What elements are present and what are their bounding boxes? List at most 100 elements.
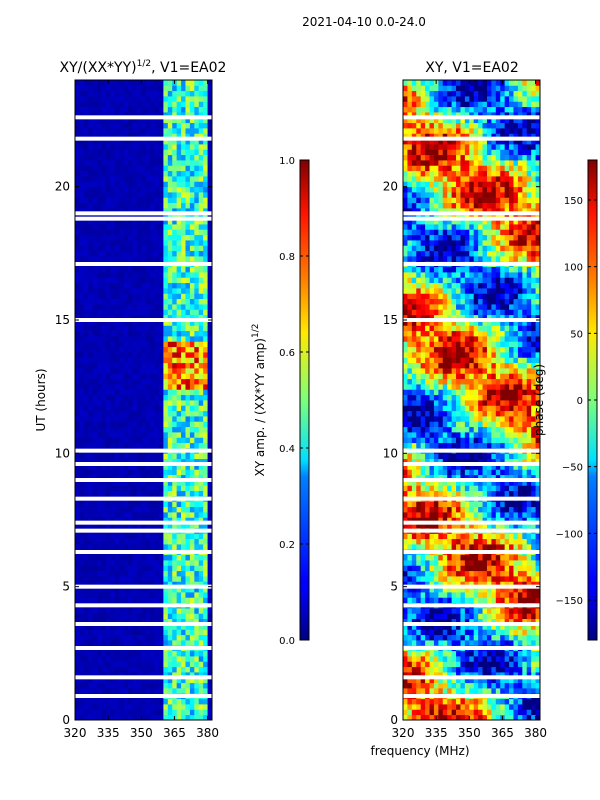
heatmap-cell <box>176 256 182 262</box>
heatmap-cell <box>136 581 142 588</box>
heatmap-cell <box>438 613 444 620</box>
heatmap-cell <box>110 400 116 406</box>
heatmap-cell <box>456 554 461 561</box>
heatmap-cell <box>114 688 120 694</box>
heatmap-cell <box>92 480 98 486</box>
heatmap-cell <box>194 240 200 246</box>
heatmap-cell <box>207 437 213 444</box>
heatmap-cell <box>411 682 417 689</box>
heatmap-cell <box>181 714 186 721</box>
heatmap-cell <box>167 677 173 684</box>
heatmap-cell <box>123 517 129 524</box>
heatmap-cell <box>101 634 107 641</box>
heatmap-cell <box>198 293 204 300</box>
heatmap-cell <box>101 266 107 273</box>
heatmap-cell <box>145 672 151 678</box>
heatmap-cell <box>194 437 200 444</box>
heatmap-cell <box>526 618 532 625</box>
heatmap-cell <box>198 554 204 561</box>
heatmap-cell <box>425 565 430 572</box>
heatmap-cell <box>425 640 430 646</box>
heatmap-cell <box>132 666 138 673</box>
heatmap-cell <box>500 517 506 524</box>
heatmap-cell <box>181 389 186 396</box>
heatmap-cell <box>495 613 501 620</box>
heatmap-cell <box>172 181 178 188</box>
heatmap-cell <box>141 432 147 438</box>
heatmap-cell <box>438 634 444 641</box>
heatmap-cell <box>119 80 125 86</box>
heatmap-cell <box>167 469 173 476</box>
heatmap-cell <box>473 629 479 636</box>
heatmap-cell <box>517 634 523 641</box>
heatmap-cell <box>198 576 204 582</box>
heatmap-cell <box>513 592 519 598</box>
heatmap-cell <box>75 581 80 588</box>
heatmap-cell <box>167 426 173 433</box>
heatmap-cell <box>207 677 213 684</box>
heatmap-cell <box>172 229 178 236</box>
heatmap-cell <box>128 432 133 438</box>
heatmap-cell <box>101 106 107 113</box>
heatmap-cell <box>411 672 417 678</box>
heatmap-cell <box>194 192 200 198</box>
heatmap-cell <box>75 517 80 524</box>
heatmap-cell <box>105 634 111 641</box>
heatmap-cell <box>513 624 519 630</box>
heatmap-cell <box>79 714 85 721</box>
heatmap-cell <box>79 405 85 412</box>
heatmap-cell <box>429 608 435 614</box>
heatmap-cell <box>158 138 164 145</box>
heatmap-cell <box>411 517 417 524</box>
heatmap-cell <box>119 373 125 380</box>
heatmap-cell <box>198 714 204 721</box>
heatmap-cell <box>88 634 94 641</box>
heatmap-cell <box>154 714 160 721</box>
heatmap-cell <box>172 218 178 225</box>
heatmap-cell <box>473 538 479 545</box>
heatmap-cell <box>114 224 120 230</box>
heatmap-cell <box>420 608 426 614</box>
heatmap-cell <box>128 650 133 657</box>
heatmap-cell <box>451 592 457 598</box>
heatmap-cell <box>403 613 408 620</box>
heatmap-cell <box>194 666 200 673</box>
heatmap-cell <box>97 304 102 310</box>
heatmap-cell <box>442 512 448 518</box>
heatmap-cell <box>150 533 155 540</box>
heatmap-cell <box>132 133 138 140</box>
heatmap-cell <box>531 517 536 524</box>
heatmap-cell <box>491 586 497 593</box>
heatmap-cell <box>83 362 89 369</box>
heatmap-cell <box>473 576 479 582</box>
heatmap-cell <box>509 698 514 705</box>
heatmap-cell <box>185 293 191 300</box>
heatmap-cell <box>464 640 470 646</box>
heatmap-cell <box>509 661 514 668</box>
heatmap-cell <box>181 154 186 161</box>
heatmap-cell <box>181 405 186 412</box>
heatmap-cell <box>509 709 514 716</box>
heatmap-cell <box>145 133 151 140</box>
heatmap-cell <box>88 85 94 92</box>
heatmap-cell <box>163 666 169 673</box>
heatmap-cell <box>509 538 514 545</box>
heatmap-cell <box>203 256 208 262</box>
heatmap-cell <box>158 506 164 513</box>
heatmap-cell <box>194 384 200 390</box>
heatmap-cell <box>517 661 523 668</box>
heatmap-cell <box>79 597 85 604</box>
heatmap-cell <box>198 410 204 417</box>
heatmap-cell <box>416 560 422 566</box>
heatmap-cell <box>158 122 164 129</box>
heatmap-cell <box>145 202 151 209</box>
heatmap-cell <box>176 138 182 145</box>
heatmap-cell <box>522 597 528 604</box>
heatmap-cell <box>123 112 129 118</box>
heatmap-cell <box>403 597 408 604</box>
heatmap-cell <box>101 485 107 492</box>
heatmap-cell <box>97 624 102 630</box>
heatmap-cell <box>123 336 129 342</box>
heatmap-cell <box>433 517 439 524</box>
heatmap-cell <box>203 661 208 668</box>
